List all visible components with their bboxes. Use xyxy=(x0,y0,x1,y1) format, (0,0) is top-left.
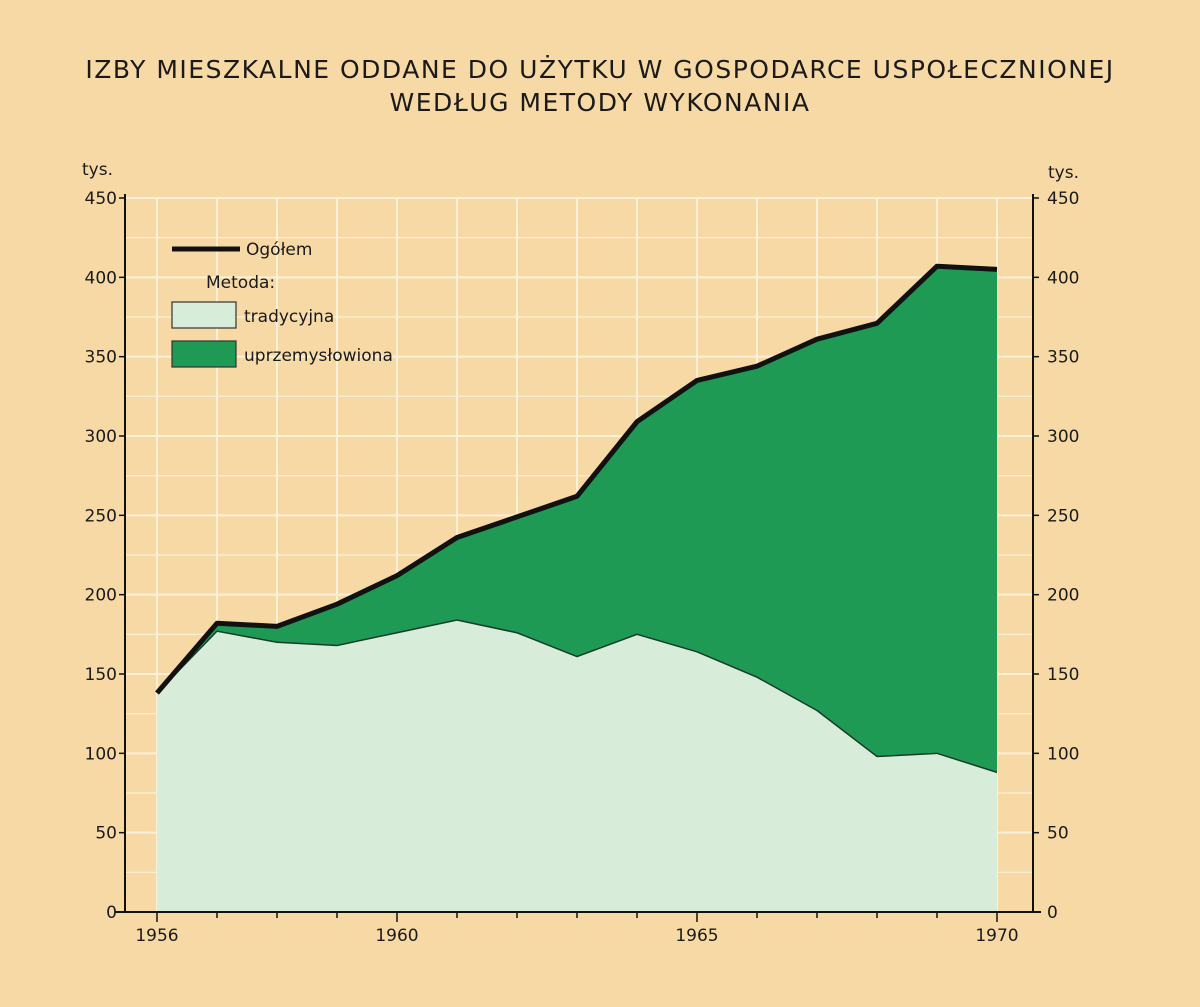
legend: Ogółem Metoda: tradycyjna uprzemysłowion… xyxy=(171,240,393,368)
chart-title-line-1: IZBY MIESZKALNE ODDANE DO UŻYTKU W GOSPO… xyxy=(85,55,1115,84)
y-axis-right-unit: tys. xyxy=(1048,163,1079,183)
line-tradycyjna-boundary xyxy=(156,619,998,774)
line-ogolem xyxy=(155,263,998,695)
legend-uprzemyslowiona-swatch xyxy=(171,340,237,368)
y-tick-right-200: 200 xyxy=(1047,586,1079,606)
y-tick-left-150: 150 xyxy=(85,665,117,685)
legend-uprzemyslowiona-label: uprzemysłowiona xyxy=(244,346,393,366)
y-tick-right-0: 0 xyxy=(1047,903,1058,923)
x-tick-1960: 1960 xyxy=(375,926,418,946)
y-axis-left-unit: tys. xyxy=(82,160,113,180)
legend-tradycyjna-swatch xyxy=(171,301,237,329)
y-tick-left-250: 250 xyxy=(85,506,117,526)
y-tick-right-350: 350 xyxy=(1047,348,1079,368)
area-tradycyjna xyxy=(157,620,997,912)
legend-method-heading: Metoda: xyxy=(206,273,275,293)
y-tick-right-450: 450 xyxy=(1047,189,1079,209)
x-tick-1965: 1965 xyxy=(675,926,718,946)
y-tick-right-400: 400 xyxy=(1047,268,1079,288)
x-tick-1970: 1970 xyxy=(975,926,1018,946)
y-tick-left-300: 300 xyxy=(85,427,117,447)
y-tick-right-50: 50 xyxy=(1047,824,1069,844)
axes xyxy=(115,194,1041,913)
y-tick-right-250: 250 xyxy=(1047,506,1079,526)
y-tick-left-450: 450 xyxy=(85,189,117,209)
y-tick-left-100: 100 xyxy=(85,744,117,764)
y-tick-left-200: 200 xyxy=(85,586,117,606)
y-tick-left-50: 50 xyxy=(95,824,117,844)
y-tick-left-400: 400 xyxy=(85,268,117,288)
y-tick-left-0: 0 xyxy=(106,903,117,923)
y-tick-right-100: 100 xyxy=(1047,744,1079,764)
y-axis-right-ticks: 0 50 100 150 200 250 300 350 400 450 xyxy=(1033,189,1079,923)
y-axis-left-ticks: 0 50 100 150 200 250 300 350 400 450 xyxy=(85,189,125,923)
chart-title-line-2: WEDŁUG METODY WYKONANIA xyxy=(389,88,811,117)
legend-tradycyjna-label: tradycyjna xyxy=(244,307,334,327)
x-axis-ticks: 1956 1960 1965 1970 xyxy=(135,912,1019,946)
legend-total-label: Ogółem xyxy=(246,240,312,260)
y-tick-right-150: 150 xyxy=(1047,665,1079,685)
y-tick-right-300: 300 xyxy=(1047,427,1079,447)
y-tick-left-350: 350 xyxy=(85,348,117,368)
x-tick-1956: 1956 xyxy=(135,926,178,946)
